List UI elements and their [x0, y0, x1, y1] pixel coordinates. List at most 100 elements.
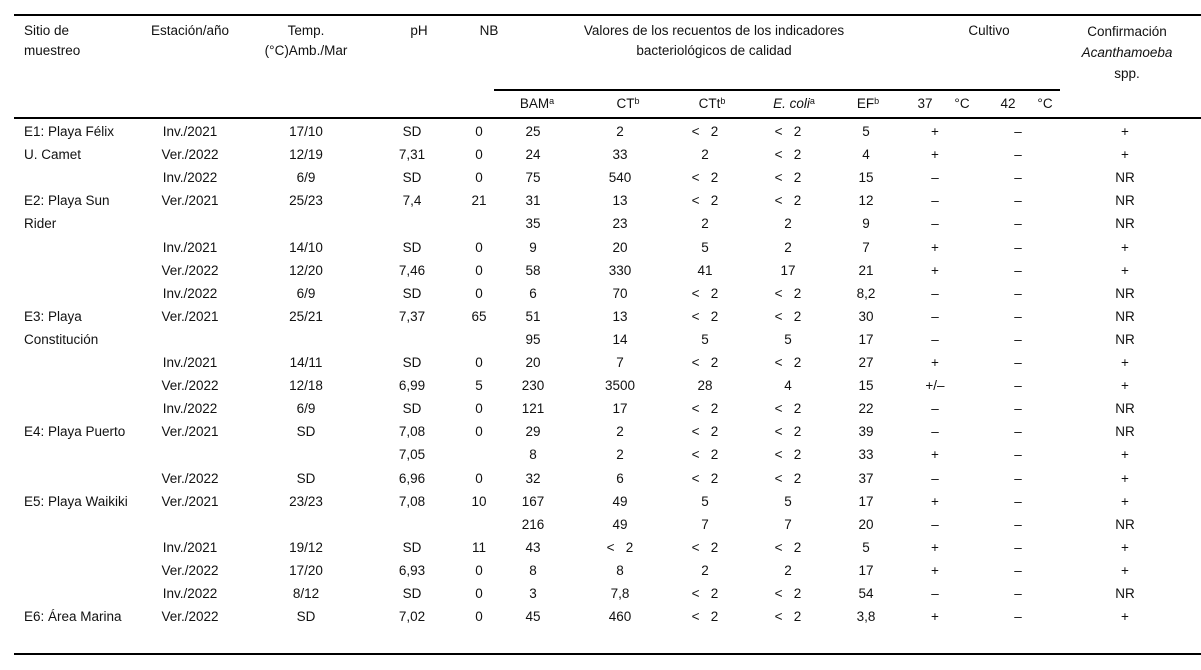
cell-cultivo-37: + [931, 262, 939, 278]
cell-ph: SD [402, 401, 422, 417]
cell-ctt: < 2 [691, 424, 719, 440]
cell-bam: 8 [529, 562, 537, 578]
cell-ef: 22 [858, 401, 874, 417]
subheader-ecoli: E. colia [773, 94, 815, 114]
cell-confirmacion: NR [1115, 401, 1135, 417]
cell-ct: 13 [612, 308, 628, 324]
cell-ph: SD [402, 285, 422, 301]
cell-confirmacion: + [1121, 493, 1129, 509]
site-label: E2: Playa Sun Rider [24, 193, 110, 232]
cell-bam: 45 [525, 609, 541, 625]
cell-ph: 7,4 [402, 193, 422, 209]
subheader-degc-2: °C [1037, 96, 1053, 111]
top-rule [14, 14, 1201, 16]
cell-estacion: Ver./2022 [161, 262, 219, 278]
cell-nb: 0 [475, 424, 483, 440]
cell-ct: 70 [612, 285, 628, 301]
cell-ecoli: < 2 [774, 285, 802, 301]
cell-confirmacion: NR [1115, 193, 1135, 209]
cell-bam: 51 [525, 308, 541, 324]
cell-ef: 5 [862, 539, 870, 555]
cell-ct: 33 [612, 147, 628, 163]
cell-temp: 12/18 [289, 378, 323, 394]
cell-estacion: Ver./2022 [161, 470, 219, 486]
cell-ef: 39 [858, 424, 874, 440]
cell-cultivo-42: – [1014, 609, 1022, 625]
ctt-sup: b [720, 96, 726, 106]
cell-estacion: Ver./2022 [161, 609, 219, 625]
cell-cultivo-37: – [931, 424, 939, 440]
header-sitio-line2: muestreo [24, 43, 81, 58]
cell-ct: 49 [612, 493, 628, 509]
cell-ct: 17 [612, 401, 628, 417]
cell-bam: 43 [525, 539, 541, 555]
cell-cultivo-42: – [1014, 193, 1022, 209]
cell-ecoli: 17 [780, 262, 796, 278]
cell-confirmacion: + [1121, 355, 1129, 370]
cell-cultivo-42: – [1014, 355, 1022, 370]
cell-ph: 7,31 [398, 147, 426, 163]
cell-temp: 6/9 [296, 170, 316, 186]
subheader-ef: EFb [857, 94, 879, 114]
cell-estacion: Ver./2021 [161, 193, 219, 209]
cell-ph: 7,02 [398, 609, 426, 625]
cell-temp: 25/23 [289, 193, 323, 209]
cell-cultivo-42: – [1014, 239, 1022, 255]
cell-nb: 0 [475, 401, 483, 417]
cell-confirmacion: + [1121, 609, 1129, 625]
cell-nb: 0 [475, 285, 483, 301]
cell-ecoli: 7 [784, 516, 792, 532]
site-label: E3: Playa Constitución [24, 308, 99, 347]
cell-ef: 15 [858, 170, 874, 186]
site-label: E1: Playa Félix U. Camet [24, 124, 115, 162]
cell-bam: 95 [525, 331, 541, 347]
cell-confirmacion: + [1121, 447, 1129, 463]
cell-confirmacion: + [1121, 239, 1129, 255]
cell-cultivo-42: – [1014, 170, 1022, 186]
cell-ef: 12 [858, 193, 874, 209]
cell-ef: 3,8 [856, 609, 876, 625]
cell-ecoli: < 2 [774, 124, 802, 139]
cell-ecoli: 5 [784, 493, 792, 509]
cell-bam: 6 [529, 285, 537, 301]
cell-cultivo-42: – [1014, 285, 1022, 301]
cell-bam: 3 [529, 586, 537, 601]
header-sitio: Sitio de muestreo [24, 21, 80, 61]
cell-ph: SD [402, 170, 422, 186]
cell-nb: 5 [475, 378, 483, 394]
cell-cultivo-42: – [1014, 470, 1022, 486]
cell-confirmacion: + [1121, 562, 1129, 578]
cell-ecoli: < 2 [774, 170, 802, 186]
cell-estacion: Ver./2022 [161, 147, 219, 163]
cell-bam: 8 [529, 447, 537, 463]
cell-estacion: Inv./2022 [162, 401, 218, 417]
cell-ct: 7 [616, 355, 624, 370]
cell-nb: 21 [471, 193, 487, 209]
cell-ph: SD [402, 355, 422, 370]
cell-ctt: 5 [701, 493, 709, 509]
ct-label: CT [616, 96, 635, 111]
cell-bam: 20 [525, 355, 541, 370]
cell-confirmacion: + [1121, 378, 1129, 394]
cell-ef: 7 [862, 239, 870, 255]
subheader-ct: CTb [616, 94, 639, 114]
cell-ecoli: 2 [784, 562, 792, 578]
bam-sup: a [549, 96, 555, 106]
cell-ctt: 2 [701, 562, 709, 578]
cell-ef: 4 [862, 147, 870, 163]
cell-ct: 2 [616, 124, 624, 139]
cell-cultivo-37: – [931, 193, 939, 209]
cell-bam: 230 [521, 378, 545, 394]
cell-confirmacion: NR [1115, 424, 1135, 440]
cell-cultivo-37: + [931, 355, 939, 370]
cell-ctt: < 2 [691, 170, 719, 186]
cell-ctt: 5 [701, 239, 709, 255]
cell-bam: 25 [525, 124, 541, 139]
cell-estacion: Inv./2021 [162, 539, 218, 555]
cell-cultivo-42: – [1014, 147, 1022, 163]
cell-ct: < 2 [606, 539, 634, 555]
cell-ctt: < 2 [691, 586, 719, 601]
cell-ef: 17 [858, 493, 874, 509]
cell-cultivo-42: – [1014, 378, 1022, 394]
cell-estacion: Inv./2022 [162, 285, 218, 301]
